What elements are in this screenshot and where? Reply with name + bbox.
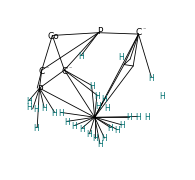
Text: H: H xyxy=(26,103,32,112)
Text: H: H xyxy=(58,109,64,118)
Text: ⁻: ⁻ xyxy=(142,29,145,34)
Text: H: H xyxy=(148,74,154,83)
Text: ⁻: ⁻ xyxy=(68,68,71,73)
Text: H: H xyxy=(108,124,113,133)
Text: H: H xyxy=(102,134,107,143)
Text: H: H xyxy=(79,125,85,134)
Text: H: H xyxy=(102,95,107,104)
Text: H: H xyxy=(114,126,120,135)
Text: H: H xyxy=(96,102,101,111)
Text: H: H xyxy=(78,52,84,61)
Text: ⁻: ⁻ xyxy=(45,68,49,73)
Text: H: H xyxy=(126,113,131,122)
Text: H: H xyxy=(92,134,98,143)
Text: H: H xyxy=(135,113,141,122)
Text: H: H xyxy=(118,53,124,62)
Text: H: H xyxy=(41,104,47,113)
Text: P: P xyxy=(37,85,42,94)
Text: P: P xyxy=(97,27,103,36)
Text: H: H xyxy=(159,92,165,101)
Text: H: H xyxy=(104,104,110,113)
Text: H: H xyxy=(119,121,125,130)
Text: Co: Co xyxy=(48,32,59,41)
Text: H: H xyxy=(144,113,150,122)
Text: H: H xyxy=(64,118,70,127)
Text: C: C xyxy=(39,67,45,76)
Text: H: H xyxy=(34,124,39,133)
Text: H: H xyxy=(52,109,58,118)
Text: H: H xyxy=(26,97,32,106)
Text: H: H xyxy=(97,140,103,149)
Text: H: H xyxy=(34,105,39,114)
Text: C: C xyxy=(61,67,67,76)
Text: H: H xyxy=(89,82,95,91)
Text: H: H xyxy=(71,122,77,131)
Text: C: C xyxy=(135,28,142,37)
Text: H: H xyxy=(87,130,92,139)
Text: H: H xyxy=(94,92,100,101)
